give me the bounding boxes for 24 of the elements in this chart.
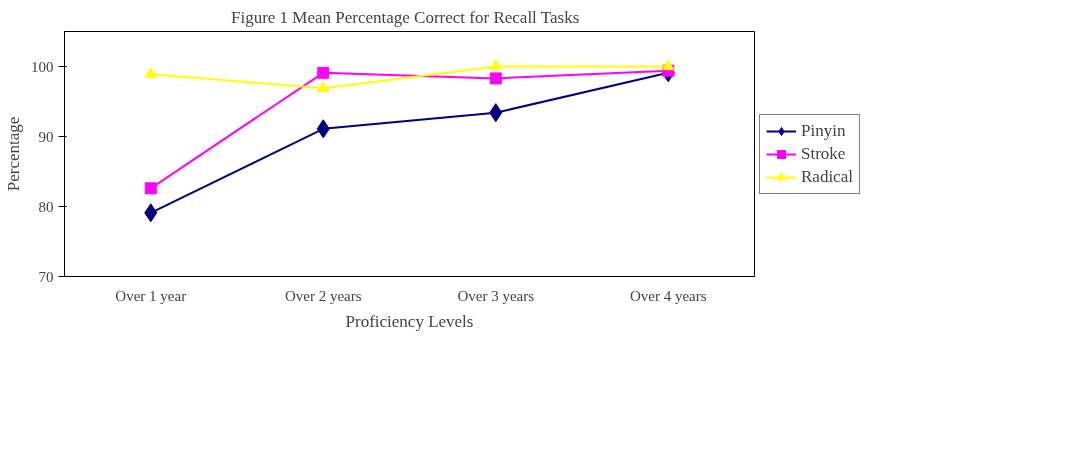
y-tick-label: 70 (38, 268, 54, 285)
x-axis-title: Proficiency Levels (345, 311, 474, 331)
point (144, 67, 157, 78)
x-tick-label: Over 4 years (629, 287, 707, 304)
legend-label: Pinyin (801, 120, 846, 141)
point (144, 203, 158, 223)
y-tick-label: 90 (38, 128, 54, 145)
point (317, 81, 330, 92)
legend-label: Radical (801, 166, 853, 187)
x-tick-label: Over 1 year (115, 287, 187, 304)
point (662, 59, 675, 71)
x-tick-label: Over 2 years (284, 287, 362, 304)
point (489, 103, 503, 123)
point (489, 59, 502, 71)
point (317, 66, 330, 79)
y-tick-label: 80 (38, 198, 54, 215)
point (144, 182, 157, 195)
x-tick-label: Over 3 years (457, 287, 535, 304)
y-axis-title: Percentage (4, 116, 23, 192)
y-tick-label: 100 (31, 58, 54, 75)
point (316, 119, 330, 139)
chart-title: Figure 1 Mean Percentage Correct for Recall Tasks (230, 7, 580, 27)
legend-label: Stroke (801, 143, 846, 164)
point (489, 72, 502, 85)
